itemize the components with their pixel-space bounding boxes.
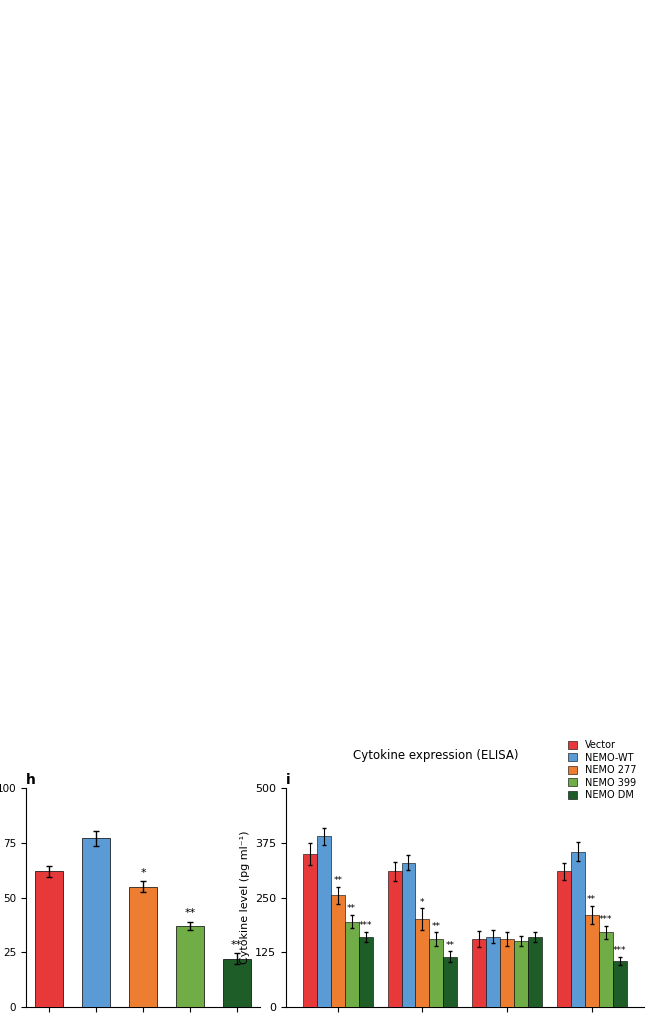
Bar (557, 872, 571, 1007)
Text: i: i (286, 773, 291, 787)
Bar (472, 939, 486, 1007)
Bar (82, 838, 111, 1007)
Y-axis label: Cytokine level (pg ml⁻¹): Cytokine level (pg ml⁻¹) (240, 831, 250, 964)
Text: *: * (140, 868, 146, 878)
Bar (222, 959, 251, 1007)
Bar (571, 851, 585, 1007)
Bar (129, 887, 157, 1007)
Text: **: ** (333, 876, 343, 885)
Bar (486, 937, 500, 1007)
Bar (585, 915, 599, 1007)
Bar (344, 921, 359, 1007)
Bar (613, 961, 627, 1007)
Bar (387, 872, 402, 1007)
Bar (430, 939, 443, 1007)
Bar (599, 933, 613, 1007)
Text: Cytokine expression (ELISA): Cytokine expression (ELISA) (354, 749, 519, 762)
Text: **: ** (347, 904, 356, 913)
Text: ***: *** (613, 946, 627, 955)
Bar (176, 925, 204, 1007)
Text: **: ** (184, 908, 196, 918)
Bar (514, 942, 528, 1007)
Text: **: ** (432, 921, 441, 931)
Bar (528, 937, 542, 1007)
Legend: Vector, NEMO-WT, NEMO 277, NEMO 399, NEMO DM: Vector, NEMO-WT, NEMO 277, NEMO 399, NEM… (566, 738, 639, 802)
Bar (359, 937, 372, 1007)
Bar (35, 872, 64, 1007)
Text: **: ** (587, 896, 596, 904)
Bar (303, 853, 317, 1007)
Bar (317, 836, 331, 1007)
Text: *: * (420, 898, 424, 907)
Text: **: ** (231, 940, 242, 950)
Text: h: h (26, 773, 36, 787)
Text: ***: *** (359, 920, 372, 930)
Bar (331, 895, 345, 1007)
Bar (415, 919, 430, 1007)
Bar (500, 939, 514, 1007)
Text: **: ** (446, 941, 455, 950)
Bar (402, 862, 415, 1007)
Text: ***: *** (599, 915, 612, 924)
Bar (443, 957, 458, 1007)
